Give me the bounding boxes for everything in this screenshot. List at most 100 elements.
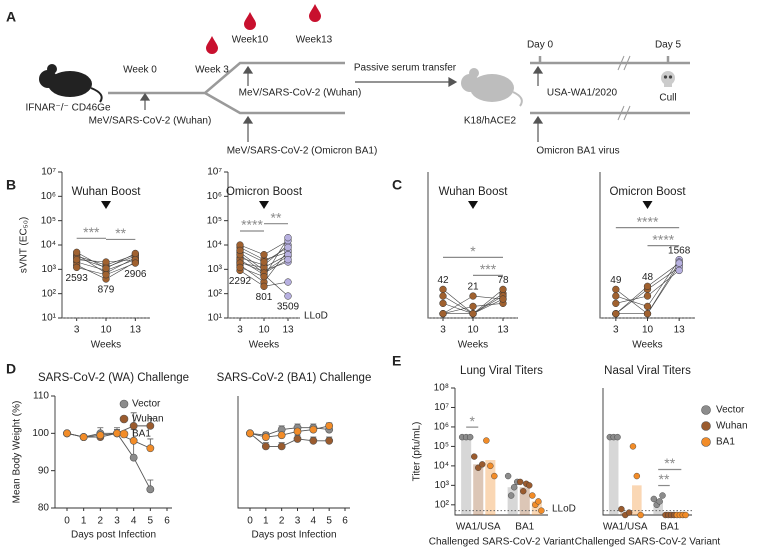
y-tick-label: 10² [42, 288, 57, 299]
y-tick-label: 100 [32, 428, 49, 439]
subject-point [643, 302, 652, 311]
x-tick-label: 2 [98, 516, 104, 527]
subject-point [643, 292, 652, 300]
y-axis-label: Mean Body Weight (%) [12, 401, 23, 504]
subject-point [675, 259, 683, 267]
time-label: Day 0 [527, 40, 554, 51]
x-axis-label: Days post Infection [71, 530, 156, 541]
panel-label: D [6, 361, 16, 377]
subject-point [284, 256, 292, 264]
x-tick-label: 6 [342, 516, 348, 527]
legend-label: Vector [132, 399, 161, 410]
y-tick-label: 10³ [208, 264, 223, 275]
x-tick-label: 0 [247, 516, 253, 527]
y-tick-label: 90 [38, 465, 50, 476]
data-point [625, 509, 633, 516]
legend-marker [119, 399, 129, 409]
data-point [491, 472, 498, 480]
subject-point [236, 246, 244, 255]
x-tick-label: BA1 [515, 522, 534, 533]
lod-label: LLoD [552, 503, 576, 514]
mean-label: 879 [98, 285, 115, 296]
timeline [108, 61, 345, 115]
y-tick-label: 10³ [435, 480, 450, 491]
data-point [614, 433, 621, 441]
mean-label: 21 [467, 282, 479, 293]
panel-label: C [392, 177, 402, 193]
subject-point [73, 256, 81, 264]
legend-label: Wuhan [132, 414, 164, 425]
series-point [129, 453, 138, 462]
data-point [520, 488, 527, 495]
vaccine-label: MeV/SARS-CoV-2 (Wuhan) [89, 116, 212, 127]
subject-point [131, 249, 139, 258]
subject-point [102, 271, 110, 279]
legend-label: Wuhan [716, 421, 748, 432]
legend-marker [701, 437, 711, 447]
subject-point [439, 299, 447, 307]
x-axis-label: Weeks [458, 340, 488, 351]
y-tick-label: 10² [435, 499, 450, 510]
timeline [530, 56, 690, 115]
x-tick-label: 6 [164, 516, 170, 527]
subject-point [284, 292, 292, 300]
series-point [129, 421, 138, 430]
series-line [249, 432, 330, 447]
y-tick-label: 10⁸ [434, 383, 449, 394]
chart-title: Lung Viral Titers [460, 365, 543, 377]
mean-label: 2593 [66, 273, 89, 284]
sig-label: * [470, 243, 476, 259]
bar [473, 464, 484, 515]
legend-marker [701, 421, 711, 431]
data-point [479, 461, 486, 468]
data-point [682, 511, 689, 519]
x-tick-label: 5 [326, 516, 332, 527]
subject-point [102, 264, 110, 272]
x-tick-label: 3 [114, 516, 120, 527]
x-tick-label: 0 [64, 516, 70, 527]
series-point [261, 442, 270, 451]
y-tick-label: 110 [33, 391, 49, 402]
subject-point [612, 299, 620, 307]
axes [237, 396, 350, 509]
chart-title: Omicron Boost [609, 186, 686, 198]
transfer-label: Passive serum transfer [354, 63, 457, 74]
boost-marker [259, 201, 269, 209]
y-axis-label: sVNT (EC₅₀) [19, 217, 30, 273]
data-point [633, 472, 641, 480]
chart-title: SARS-CoV-2 (WA) Challenge [38, 372, 189, 384]
series-line [249, 425, 330, 438]
sig-label: ** [664, 455, 675, 471]
data-point [650, 495, 658, 503]
sig-label: * [469, 413, 475, 429]
chart-title: Wuhan Boost [72, 186, 142, 198]
boost-marker [101, 201, 111, 209]
panel-label: A [6, 9, 16, 25]
y-tick-label: 10⁵ [41, 215, 56, 226]
sig-label: *** [480, 261, 497, 277]
subject-point [260, 251, 268, 259]
data-point [483, 437, 490, 444]
y-tick-label: 10⁵ [434, 441, 449, 452]
series-point [277, 442, 286, 451]
subject-point [612, 285, 620, 294]
blood-drops [206, 4, 321, 54]
y-tick-label: 10⁴ [434, 461, 449, 472]
sig-label: **** [652, 231, 674, 247]
subject-point [499, 295, 507, 303]
data-point [659, 492, 666, 499]
subject-point [284, 278, 292, 286]
subject-point [469, 302, 477, 311]
subject-point [131, 259, 139, 267]
x-tick-label: 13 [282, 325, 294, 336]
x-axis-label: Weeks [91, 340, 121, 351]
x-tick-label: 13 [130, 325, 142, 336]
data-point [535, 498, 542, 505]
sig-label: ** [659, 471, 670, 487]
virus-label: USA-WA1/2020 [547, 88, 618, 99]
x-tick-label: BA1 [660, 522, 679, 533]
series-point [96, 431, 105, 440]
x-tick-label: 1 [81, 516, 87, 527]
chart-title: Nasal Viral Titers [604, 365, 691, 377]
